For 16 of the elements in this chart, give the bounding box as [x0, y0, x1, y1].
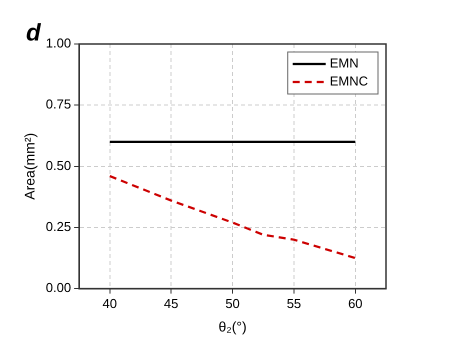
y-tick-label: 0.75 — [46, 96, 72, 112]
x-tick-label: 60 — [348, 296, 363, 311]
x-tick-label: 40 — [102, 296, 118, 311]
y-tick-label: 1.00 — [46, 36, 72, 51]
y-axis-title: Area(mm²) — [21, 132, 38, 200]
x-tick-label: 45 — [164, 296, 178, 311]
legend-label: EMN — [330, 56, 359, 71]
line-series — [108, 174, 356, 260]
y-tick-label: 0.50 — [46, 158, 72, 173]
legend-label: EMNC — [330, 74, 368, 89]
x-tick-label: 50 — [225, 296, 240, 311]
y-tick-label: 0.25 — [46, 219, 72, 234]
text: d — [26, 20, 42, 47]
y-tick-label: 0.00 — [46, 280, 72, 296]
x-tick-label: 55 — [286, 296, 302, 311]
x-axis-title: θ₂(°) — [218, 318, 247, 334]
